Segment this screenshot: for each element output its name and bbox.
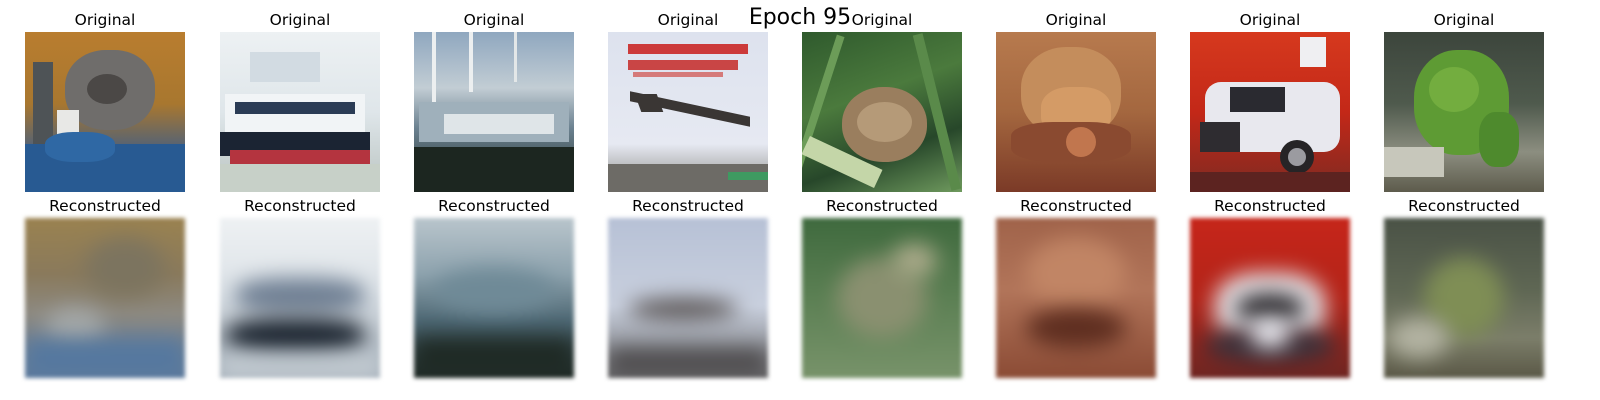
reconstructed-label: Reconstructed xyxy=(826,197,938,215)
original-label: Original xyxy=(1433,11,1495,29)
original-image-frog xyxy=(996,32,1156,192)
reconstructed-image-ship xyxy=(220,218,380,378)
original-label: Original xyxy=(1045,11,1107,29)
reconstructed-image-cat xyxy=(25,218,185,378)
original-image-ship xyxy=(414,32,574,192)
original-image-automobile xyxy=(1190,32,1350,192)
original-image-frog xyxy=(1384,32,1544,192)
original-label: Original xyxy=(1239,11,1301,29)
reconstructed-label: Reconstructed xyxy=(49,197,161,215)
original-label: Original xyxy=(851,11,913,29)
original-label: Original xyxy=(269,11,331,29)
reconstructed-image-airplane xyxy=(608,218,768,378)
original-image-airplane xyxy=(608,32,768,192)
original-label: Original xyxy=(463,11,525,29)
reconstructed-image-automobile xyxy=(1190,218,1350,378)
reconstructed-label: Reconstructed xyxy=(1020,197,1132,215)
original-image-cat xyxy=(25,32,185,192)
reconstructed-label: Reconstructed xyxy=(1408,197,1520,215)
original-label: Original xyxy=(74,11,136,29)
original-label: Original xyxy=(657,11,719,29)
reconstructed-label: Reconstructed xyxy=(244,197,356,215)
reconstructed-label: Reconstructed xyxy=(438,197,550,215)
reconstructed-image-ship xyxy=(414,218,574,378)
reconstructed-label: Reconstructed xyxy=(1214,197,1326,215)
reconstructed-image-frog xyxy=(1384,218,1544,378)
reconstructed-image-frog xyxy=(996,218,1156,378)
reconstructed-image-frog xyxy=(802,218,962,378)
original-image-frog xyxy=(802,32,962,192)
figure-title: Epoch 95 xyxy=(748,5,852,30)
original-image-ship xyxy=(220,32,380,192)
reconstructed-label: Reconstructed xyxy=(632,197,744,215)
